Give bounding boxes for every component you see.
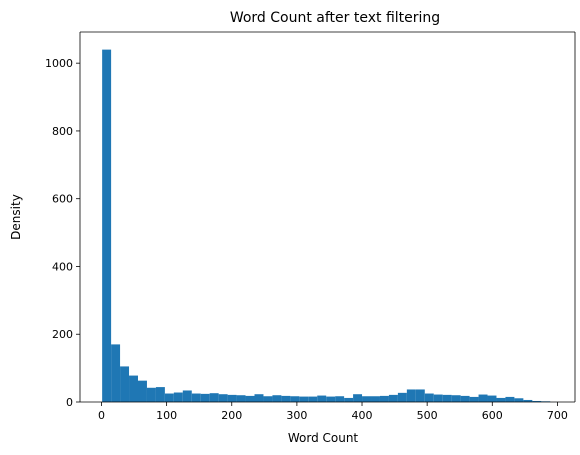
histogram-bar: [272, 395, 282, 402]
histogram-bar: [263, 396, 273, 402]
histogram-bar: [433, 394, 443, 402]
axes-group: [79, 31, 576, 403]
histogram-bar: [290, 396, 300, 402]
histogram-bar: [209, 393, 219, 402]
y-ticks-group: 0 200 400 600 800 1000: [45, 57, 80, 409]
histogram-bar: [200, 393, 210, 402]
histogram-bar: [164, 393, 174, 402]
histogram-bar: [227, 394, 237, 402]
histogram-bar: [451, 395, 461, 402]
histogram-bar: [102, 49, 112, 402]
histogram-bar: [478, 394, 488, 402]
histogram-bar: [460, 395, 470, 402]
y-tick-label: 400: [52, 260, 73, 273]
histogram-bar: [299, 396, 309, 402]
histogram-bar: [254, 394, 264, 402]
y-tick-label: 0: [66, 396, 73, 409]
x-tick-label: 400: [352, 409, 373, 422]
histogram-bar: [236, 395, 246, 402]
histogram-bar: [173, 392, 183, 402]
x-tick-label: 0: [98, 409, 105, 422]
y-tick-label: 600: [52, 193, 73, 206]
x-tick-label: 700: [547, 409, 568, 422]
y-tick-label: 800: [52, 125, 73, 138]
histogram-bar: [182, 390, 192, 402]
histogram-bar: [308, 396, 318, 402]
histogram-bar: [388, 394, 398, 402]
histogram-bar: [155, 387, 165, 402]
histogram-bar: [397, 392, 407, 402]
histogram-bar: [335, 396, 345, 402]
histogram-bar: [344, 397, 354, 402]
x-tick-label: 500: [417, 409, 438, 422]
histogram-bar: [245, 395, 255, 402]
histogram-bar: [120, 366, 130, 402]
histogram-bar: [379, 395, 389, 402]
histogram-bar: [326, 396, 336, 402]
histogram-bar: [424, 393, 434, 402]
x-tick-label: 100: [156, 409, 177, 422]
histogram-bar: [353, 394, 363, 402]
histogram-bar: [514, 398, 524, 402]
histogram-bar: [362, 396, 372, 402]
histogram-bar: [371, 396, 380, 402]
x-ticks-group: 0 100 200 300 400 500 600 700: [98, 402, 568, 422]
histogram-bar: [442, 394, 452, 402]
histogram-bar: [415, 389, 425, 402]
x-axis-label: Word Count: [288, 431, 359, 445]
histogram-bar: [523, 399, 533, 402]
histogram-bar: [281, 395, 291, 402]
y-tick-label: 1000: [45, 57, 73, 70]
histogram-bar: [532, 400, 542, 402]
histogram-bar: [317, 395, 327, 402]
chart-title: Word Count after text filtering: [230, 10, 440, 26]
histogram-bar: [505, 396, 515, 402]
histogram-bar: [469, 396, 479, 402]
histogram-bar: [111, 344, 121, 402]
x-tick-label: 200: [221, 409, 242, 422]
x-tick-label: 600: [482, 409, 503, 422]
histogram-bar: [496, 397, 506, 402]
histogram-bar: [218, 394, 228, 402]
y-axis-label: Density: [9, 194, 23, 240]
histogram-bar: [487, 395, 497, 402]
y-tick-label: 200: [52, 328, 73, 341]
histogram-bar: [191, 393, 201, 402]
x-tick-label: 300: [286, 409, 307, 422]
histogram-bar: [129, 375, 138, 402]
histogram-bar: [146, 387, 156, 402]
histogram-bar: [137, 380, 147, 402]
bars-group: [102, 49, 551, 402]
histogram-bar: [406, 389, 416, 402]
